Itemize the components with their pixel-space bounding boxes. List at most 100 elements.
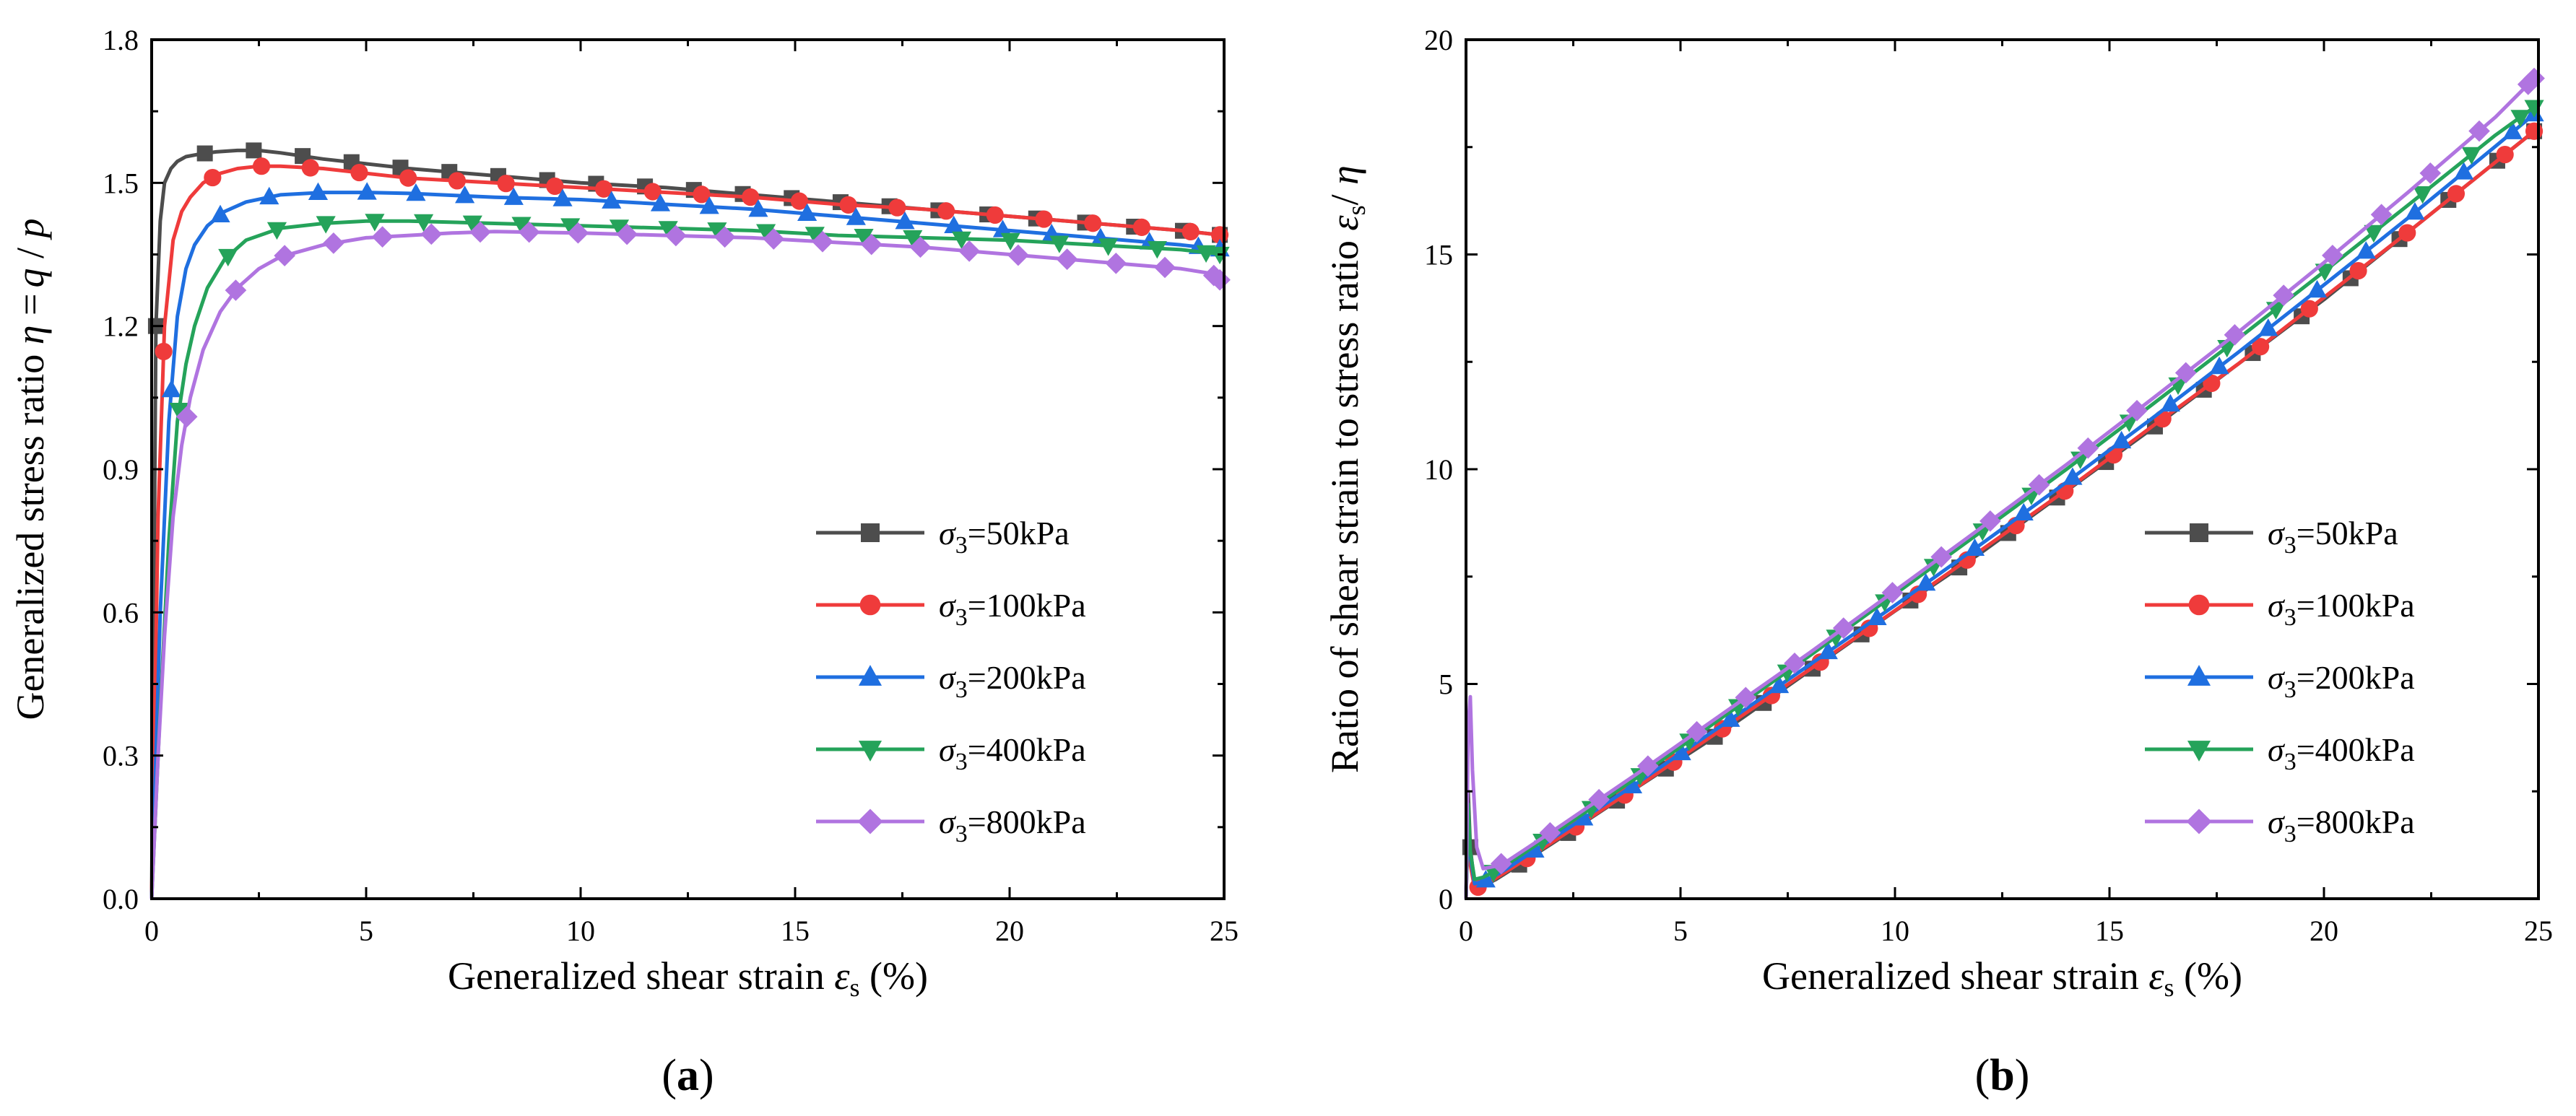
series-line-s400 [1464,103,2540,899]
x-tick-label: 5 [359,915,373,947]
series-marker-s400 [2413,186,2433,204]
series-marker-s800 [1784,652,1805,674]
series-marker-s200 [699,196,719,214]
series-marker-s100 [497,175,515,193]
legend-label-s50: σ3=50kPa [2268,515,2398,559]
x-tick-label: 0 [144,915,159,947]
series-marker-s800 [1539,821,1561,844]
series-marker-s100 [2251,338,2270,356]
series-marker-s400 [414,214,434,232]
series-marker-s800 [518,221,540,243]
legend-marker-s800 [857,808,883,834]
series-marker-s400 [658,221,678,239]
series-marker-s200 [1475,870,1496,888]
series-marker-s400 [903,230,923,248]
series-marker-s100 [2525,122,2544,140]
x-tick-label: 10 [1881,915,1909,947]
series-marker-s200 [1574,808,1594,826]
legend-marker-s800 [2186,808,2212,834]
series-marker-s800 [1007,244,1029,266]
series-marker-s200 [650,193,671,212]
legend-marker-s200 [858,665,882,686]
legend-marker-s50 [861,523,880,542]
series-marker-s800 [1930,546,1953,568]
panel-b-y-axis-title: Ratio of shear strain to stress ratio εs… [1323,165,1371,773]
y-tick-label: 1.5 [103,167,139,199]
series-marker-s200 [2209,356,2229,375]
y-tick-label: 20 [1424,24,1453,56]
series-marker-s100 [594,180,613,198]
series-marker-s100 [2447,185,2466,203]
series-marker-s800 [714,226,736,248]
series-marker-s800 [371,226,394,248]
series-marker-s400 [1049,235,1070,253]
series-marker-s800 [665,224,687,247]
series-marker-s800 [2077,437,2099,459]
series-marker-s400 [1196,245,1216,263]
series-marker-s100 [204,168,222,187]
legend-label-s800: σ3=800kPa [2268,803,2415,847]
series-marker-s100 [1132,218,1151,236]
series-marker-s200 [2112,430,2132,449]
series-marker-s400 [316,216,336,234]
series-marker-s400 [462,215,482,233]
y-tick-label: 10 [1424,453,1453,486]
series-marker-s800 [1979,510,2001,532]
series-marker-s100 [1181,222,1200,240]
series-marker-s200 [406,183,426,201]
series-marker-s200 [992,219,1013,237]
series-marker-s800 [860,233,882,256]
legend-marker-s50 [2190,523,2208,542]
y-tick-label: 0.0 [103,883,139,915]
series-marker-s200 [552,188,573,206]
series-marker-s100 [448,172,467,190]
series-marker-s800 [1881,582,1904,603]
series-marker-s200 [308,182,329,200]
series-marker-s200 [2502,121,2523,139]
series-marker-s200 [259,186,279,205]
legend-label-s800: σ3=800kPa [939,803,1086,847]
panel-a-x-axis-title: Generalized shear strain εs (%) [448,954,928,1002]
series-marker-s100 [399,169,417,187]
series-marker-s100 [1035,210,1053,228]
x-tick-label: 0 [1459,915,1473,947]
series-marker-s400 [365,214,385,232]
x-tick-label: 10 [566,915,595,947]
x-tick-label: 15 [781,915,810,947]
panel-b-caption: (b) [1975,1051,2030,1100]
series-marker-s400 [560,218,581,236]
legend-label-s400: σ3=400kPa [939,731,1086,775]
series-marker-s200 [748,199,768,217]
series-marker-s100 [937,202,955,220]
series-marker-s800 [763,228,785,250]
series-marker-s200 [210,204,230,222]
series-marker-s200 [602,191,622,209]
series-marker-s200 [2063,467,2083,485]
y-tick-label: 0.3 [103,740,139,772]
series-marker-s800 [812,230,833,253]
legend-marker-s100 [2188,594,2210,616]
series-marker-s100 [839,196,857,214]
legend-label-s200: σ3=200kPa [939,659,1086,703]
x-tick-label: 5 [1673,915,1688,947]
series-marker-s800 [2273,284,2295,306]
series-marker-s200 [1916,572,1936,591]
series-line-s400 [149,219,1225,899]
series-marker-s400 [756,224,776,242]
series-marker-s400 [805,227,825,245]
y-tick-label: 1.8 [103,24,139,56]
x-tick-label: 20 [995,915,1024,947]
series-marker-s800 [2419,162,2442,184]
series-marker-s100 [2349,262,2367,280]
series-marker-s800 [1154,256,1176,279]
series-marker-s800 [616,223,638,245]
series-marker-s800 [909,236,932,258]
series-marker-s200 [2405,201,2425,220]
series-marker-s800 [2224,324,2246,346]
series-marker-s200 [161,379,181,398]
series-marker-s100 [742,188,760,206]
series-marker-s800 [2468,120,2490,142]
panel-a-y-axis-title: Generalized stress ratio η =q / p [9,218,52,720]
series-marker-s100 [2300,300,2318,318]
